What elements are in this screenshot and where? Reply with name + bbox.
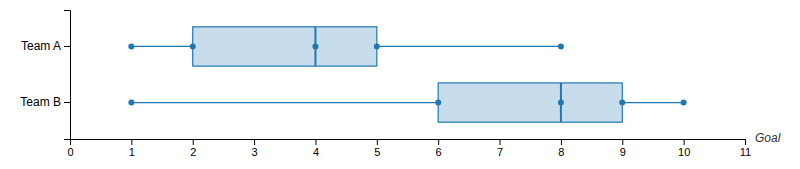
stat-dot	[681, 100, 687, 106]
box	[438, 83, 622, 122]
x-tick-mark	[622, 139, 623, 145]
stat-dot	[558, 43, 564, 49]
x-tick-mark	[684, 139, 685, 145]
x-tick: 7	[497, 139, 503, 158]
x-tick-mark	[193, 139, 194, 145]
x-axis: 0 1 2 3 4 5 6 7 8 9 10 11	[67, 139, 751, 158]
y-axis-line	[64, 11, 71, 140]
stat-dot	[190, 43, 196, 49]
x-tick: 1	[129, 139, 135, 158]
x-tick: 11	[740, 139, 751, 158]
stat-dot	[374, 43, 380, 49]
x-tick-label: 8	[558, 146, 564, 158]
x-tick-mark	[745, 139, 746, 145]
x-tick-mark	[131, 139, 132, 145]
x-tick: 4	[313, 139, 319, 158]
stat-dot	[128, 100, 134, 106]
x-tick: 6	[436, 139, 442, 158]
boxes	[128, 27, 686, 122]
x-tick: 5	[374, 139, 380, 158]
y-tick: Team B	[20, 95, 70, 109]
x-tick-label: 5	[374, 146, 380, 158]
x-tick-label: 0	[67, 146, 73, 158]
x-tick-mark	[500, 139, 501, 145]
whisker	[377, 46, 561, 47]
chart: 0 1 2 3 4 5 6 7 8 9 10 11 Goal Team A Team B	[0, 0, 800, 169]
stat-dot	[619, 100, 625, 106]
x-tick-label: 11	[740, 146, 751, 158]
stat-dot	[312, 43, 318, 49]
box	[193, 27, 377, 66]
x-tick: 2	[190, 139, 196, 158]
whisker	[131, 46, 192, 47]
x-tick-mark	[315, 139, 316, 145]
x-tick-label: 9	[620, 146, 626, 158]
stat-dot	[558, 100, 564, 106]
x-tick-mark	[377, 139, 378, 145]
x-tick-label: 6	[436, 146, 442, 158]
x-tick: 9	[620, 139, 626, 158]
stat-dot	[128, 43, 134, 49]
whisker	[622, 102, 683, 103]
x-tick: 10	[678, 139, 690, 158]
x-tick-label: 7	[497, 146, 503, 158]
box-group	[128, 27, 564, 66]
y-tick: Team A	[21, 39, 70, 53]
box-group	[128, 83, 686, 122]
x-tick: 8	[558, 139, 564, 158]
x-axis-line	[71, 140, 746, 146]
x-tick-label: 4	[313, 146, 319, 158]
x-tick: 0	[67, 139, 73, 158]
x-tick: 3	[252, 139, 258, 158]
y-tick-mark	[64, 102, 70, 103]
x-tick-mark	[561, 139, 562, 145]
y-tick-label: Team A	[21, 39, 61, 53]
whisker	[131, 102, 438, 103]
y-axis: Team A Team B	[20, 11, 70, 140]
x-tick-label: 2	[190, 146, 196, 158]
y-tick-label: Team B	[20, 95, 61, 109]
x-tick-mark	[254, 139, 255, 145]
x-tick-label: 3	[252, 146, 258, 158]
x-tick-label: 10	[678, 146, 690, 158]
x-tick-mark	[438, 139, 439, 145]
y-tick-mark	[64, 46, 70, 47]
x-axis-label: Goal	[755, 131, 781, 145]
stat-dot	[435, 100, 441, 106]
x-tick-label: 1	[129, 146, 135, 158]
